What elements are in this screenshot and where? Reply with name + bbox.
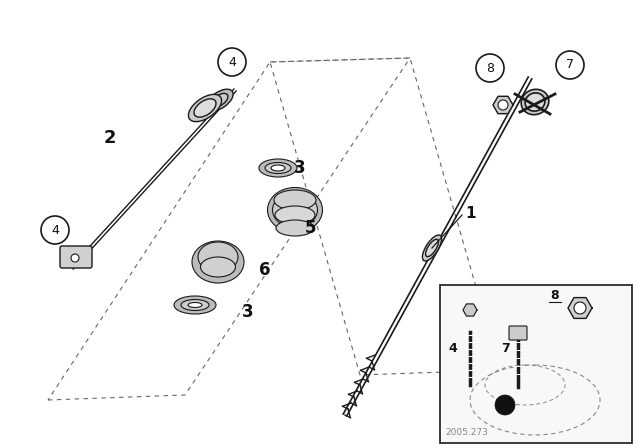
Ellipse shape	[271, 165, 285, 171]
Bar	[440, 285, 632, 443]
Text: 3: 3	[294, 159, 306, 177]
Ellipse shape	[188, 95, 221, 122]
FancyBboxPatch shape	[60, 246, 92, 268]
Ellipse shape	[275, 206, 315, 224]
Text: 4: 4	[449, 341, 458, 354]
Ellipse shape	[188, 302, 202, 307]
Ellipse shape	[422, 235, 442, 261]
Ellipse shape	[265, 163, 291, 173]
Text: 5: 5	[304, 219, 316, 237]
Ellipse shape	[259, 159, 297, 177]
Polygon shape	[463, 304, 477, 316]
Circle shape	[71, 254, 79, 262]
FancyBboxPatch shape	[509, 326, 527, 340]
Text: 8: 8	[550, 289, 559, 302]
Circle shape	[476, 54, 504, 82]
Polygon shape	[568, 297, 592, 319]
Circle shape	[574, 302, 586, 314]
Text: 6: 6	[259, 261, 271, 279]
Text: 8: 8	[486, 61, 494, 74]
Circle shape	[495, 395, 515, 415]
Ellipse shape	[192, 241, 244, 283]
Text: 2: 2	[104, 129, 116, 147]
Ellipse shape	[174, 296, 216, 314]
Ellipse shape	[525, 93, 545, 111]
Text: 7: 7	[500, 341, 509, 354]
Ellipse shape	[426, 239, 438, 257]
Circle shape	[41, 216, 69, 244]
Ellipse shape	[268, 188, 323, 233]
Text: 4: 4	[228, 56, 236, 69]
Ellipse shape	[212, 94, 228, 107]
Ellipse shape	[200, 257, 236, 277]
Text: 3: 3	[242, 303, 254, 321]
Ellipse shape	[274, 190, 316, 210]
Polygon shape	[493, 96, 513, 114]
Circle shape	[218, 48, 246, 76]
Ellipse shape	[207, 89, 233, 111]
Circle shape	[556, 51, 584, 79]
Ellipse shape	[273, 193, 317, 228]
Ellipse shape	[181, 300, 209, 310]
Text: 1: 1	[465, 206, 476, 220]
Ellipse shape	[276, 220, 314, 236]
Ellipse shape	[198, 242, 238, 272]
Text: 2005.273: 2005.273	[445, 428, 488, 437]
Ellipse shape	[521, 89, 549, 115]
Ellipse shape	[194, 99, 216, 117]
Text: 7: 7	[566, 59, 574, 72]
Circle shape	[498, 100, 508, 110]
Text: 4: 4	[51, 224, 59, 237]
